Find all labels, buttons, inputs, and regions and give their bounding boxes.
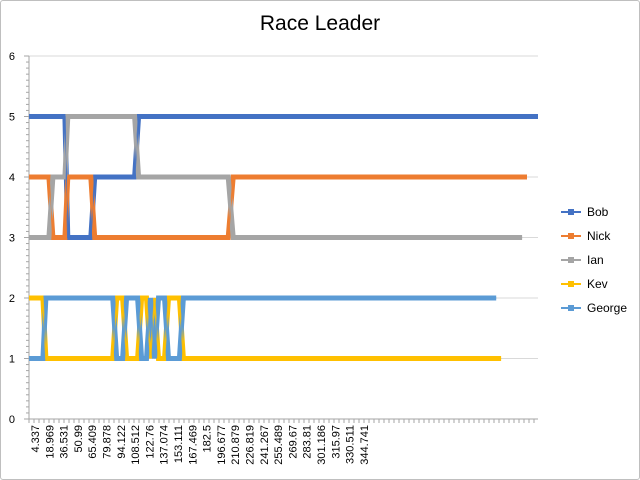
gridlines bbox=[29, 55, 538, 359]
legend-label-kev: Kev bbox=[587, 277, 608, 291]
series-line-kev bbox=[29, 295, 502, 361]
chart-title: Race Leader bbox=[259, 12, 381, 35]
x-tick-label: 315.97 bbox=[330, 425, 342, 459]
x-tick-label: 137.074 bbox=[159, 425, 171, 465]
x-tick-label: 167.469 bbox=[187, 425, 199, 465]
x-tick-label: 226.819 bbox=[245, 425, 257, 465]
x-tick-label: 122.76 bbox=[144, 425, 156, 459]
x-tick-label: 153.111 bbox=[173, 425, 185, 463]
x-tick-label: 283.81 bbox=[302, 425, 314, 459]
legend-label-nick: Nick bbox=[587, 229, 611, 243]
x-tick-label: 36.531 bbox=[59, 425, 71, 459]
legend-marker-ian bbox=[568, 257, 574, 263]
x-tick-label: 301.186 bbox=[316, 425, 328, 465]
x-tick-label: 108.512 bbox=[130, 425, 142, 465]
legend-marker-kev bbox=[568, 281, 574, 287]
legend-label-bob: Bob bbox=[587, 205, 609, 219]
x-tick-label: 94.122 bbox=[116, 425, 128, 459]
legend-marker-nick bbox=[568, 233, 574, 239]
x-tick-label: 255.489 bbox=[273, 425, 285, 465]
x-tick-label: 269.67 bbox=[287, 425, 299, 459]
x-tick-label: 330.511 bbox=[345, 425, 357, 464]
y-tick-label: 2 bbox=[9, 293, 15, 305]
series-line-nick bbox=[29, 174, 527, 240]
y-tick-label: 3 bbox=[9, 233, 15, 245]
y-tick-label: 6 bbox=[9, 51, 15, 63]
series-trace-kev bbox=[29, 297, 502, 360]
series-trace-ian bbox=[29, 115, 523, 239]
legend-marker-george bbox=[568, 305, 574, 311]
y-tick-label: 0 bbox=[9, 414, 15, 426]
x-tick-label: 210.879 bbox=[230, 425, 242, 465]
x-tick-label: 196.677 bbox=[216, 425, 228, 465]
legend: Bob Nick Ian Kev George bbox=[561, 205, 627, 315]
x-tick-label: 50.99 bbox=[73, 425, 85, 453]
legend-marker-bob bbox=[568, 209, 574, 215]
legend-label-george: George bbox=[587, 301, 627, 315]
x-tick-label: 241.267 bbox=[259, 425, 271, 465]
legend-label-ian: Ian bbox=[587, 253, 604, 267]
y-tick-label: 4 bbox=[9, 172, 15, 184]
series-trace-nick bbox=[29, 176, 527, 239]
x-tick-label: 18.969 bbox=[44, 425, 56, 459]
series-lines bbox=[29, 114, 538, 361]
y-tick-label: 5 bbox=[9, 112, 15, 124]
series-line-george bbox=[29, 295, 497, 361]
axes: 0 1 2 3 4 5 6 4.337 18.969 36.531 50.99 65.409 79.87… bbox=[9, 51, 538, 465]
x-tick-label: 65.409 bbox=[87, 425, 99, 459]
x-tick-label: 182.5 bbox=[202, 425, 214, 453]
series-trace-george bbox=[29, 297, 497, 360]
x-tick-label: 4.337 bbox=[30, 425, 42, 453]
y-tick-label: 1 bbox=[9, 354, 15, 366]
x-tick-label: 344.741 bbox=[359, 425, 371, 465]
x-tick-label: 79.878 bbox=[102, 425, 114, 459]
